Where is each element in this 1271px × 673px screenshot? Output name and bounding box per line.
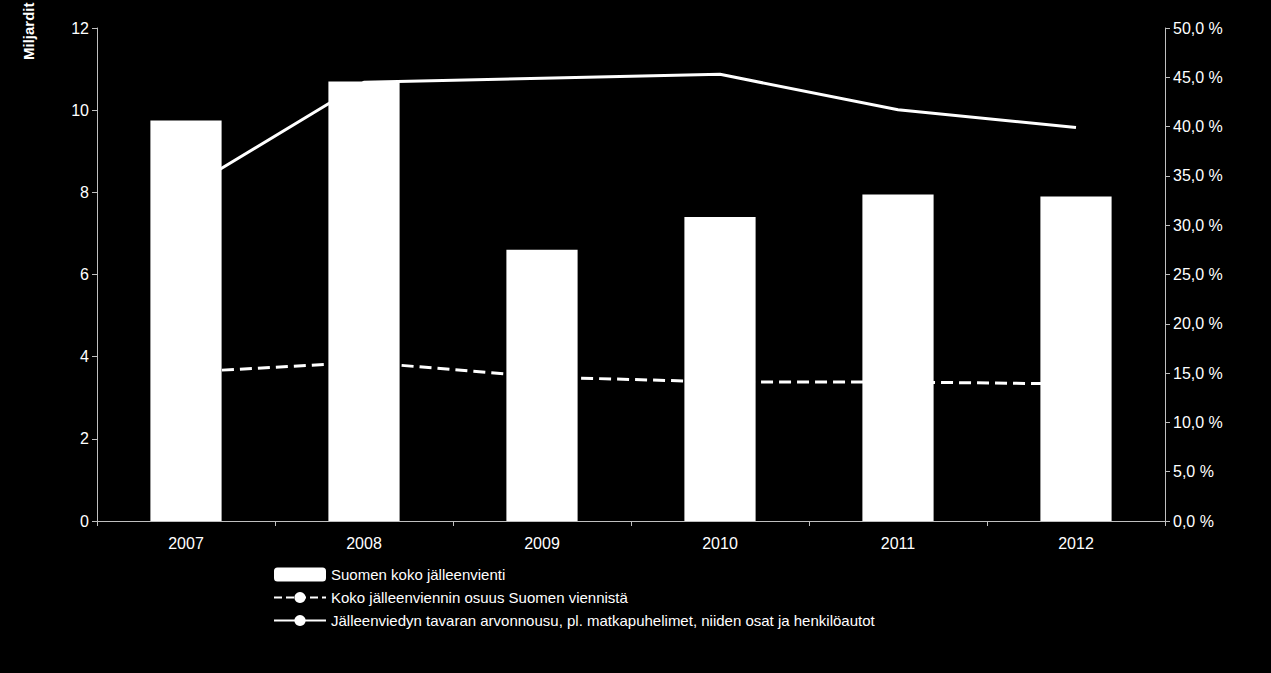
- svg-text:Suomen koko jälleenvienti: Suomen koko jälleenvienti: [331, 566, 505, 583]
- svg-text:8: 8: [80, 184, 89, 201]
- svg-text:2011: 2011: [881, 535, 916, 552]
- svg-text:10,0 %: 10,0 %: [1173, 414, 1223, 431]
- svg-text:2: 2: [80, 430, 89, 447]
- svg-text:2007: 2007: [168, 535, 204, 552]
- svg-text:45,0 %: 45,0 %: [1173, 69, 1223, 86]
- svg-text:10: 10: [71, 102, 89, 119]
- svg-text:25,0 %: 25,0 %: [1173, 266, 1223, 283]
- svg-text:0: 0: [80, 513, 89, 530]
- svg-text:2009: 2009: [524, 535, 560, 552]
- svg-text:40,0 %: 40,0 %: [1173, 118, 1223, 135]
- svg-text:50,0 %: 50,0 %: [1173, 20, 1223, 37]
- svg-text:2012: 2012: [1058, 535, 1094, 552]
- svg-text:12: 12: [71, 20, 89, 37]
- svg-text:30,0 %: 30,0 %: [1173, 217, 1223, 234]
- svg-text:35,0 %: 35,0 %: [1173, 167, 1223, 184]
- svg-text:Miljardit: Miljardit: [20, 2, 37, 60]
- svg-text:2008: 2008: [346, 535, 382, 552]
- svg-text:2010: 2010: [702, 535, 738, 552]
- svg-text:6: 6: [80, 266, 89, 283]
- svg-text:Jälleenviedyn tavaran arvonnou: Jälleenviedyn tavaran arvonnousu, pl. ma…: [331, 612, 876, 629]
- svg-text:Koko jälleenviennin osuus Suom: Koko jälleenviennin osuus Suomen viennis…: [331, 589, 629, 606]
- svg-text:0,0 %: 0,0 %: [1173, 513, 1214, 530]
- svg-text:20,0 %: 20,0 %: [1173, 315, 1223, 332]
- svg-text:15,0 %: 15,0 %: [1173, 365, 1223, 382]
- svg-text:4: 4: [80, 348, 89, 365]
- svg-text:5,0 %: 5,0 %: [1173, 463, 1214, 480]
